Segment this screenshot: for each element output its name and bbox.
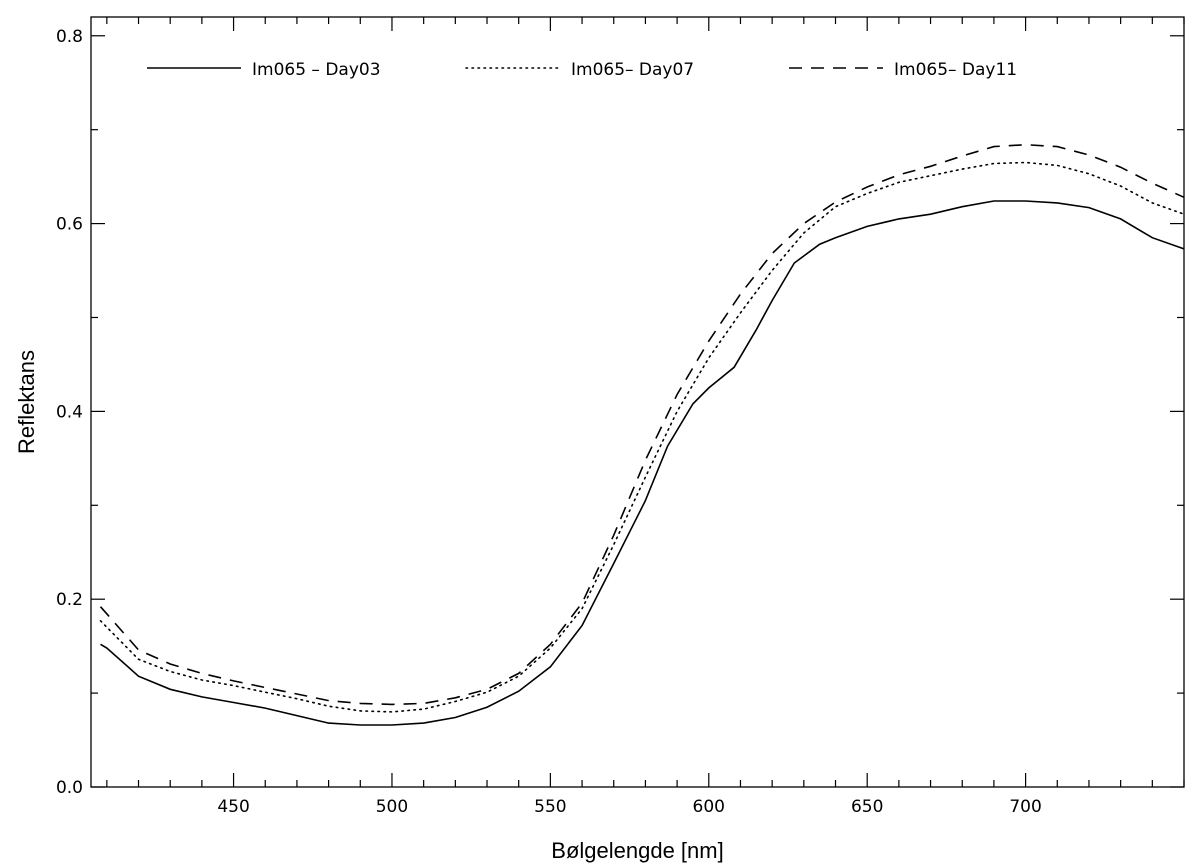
plot-area xyxy=(99,143,1185,726)
plot-frame xyxy=(90,16,1185,788)
legend-label-3: Im065– Day11 xyxy=(894,60,1017,80)
x-tick-label: 450 xyxy=(217,797,249,817)
x-tick-label: 650 xyxy=(851,797,883,817)
legend-label-1: Im065 – Day03 xyxy=(252,60,381,80)
x-tick-label: 500 xyxy=(376,797,408,817)
axes: 450 500 550 600 650 700 0.0 0.2 0.4 0.6 0.8 xyxy=(56,16,1185,817)
y-tick-label: 0.0 xyxy=(56,778,83,798)
legend-label-2: Im065– Day07 xyxy=(571,60,694,80)
series-line-2 xyxy=(99,161,1185,713)
y-tick-label: 0.8 xyxy=(56,27,83,47)
y-tick-label: 0.6 xyxy=(56,215,83,235)
x-axis-title: Bølgelengde [nm] xyxy=(551,838,723,863)
legend: Im065 – Day03 Im065– Day07 Im065– Day11 xyxy=(147,60,1017,80)
y-axis-title: Reflektans xyxy=(14,350,39,454)
series-line-1 xyxy=(100,200,1185,726)
x-tick-label: 550 xyxy=(534,797,566,817)
x-tick-label: 700 xyxy=(1009,797,1041,817)
x-tick-label: 600 xyxy=(693,797,725,817)
series-line-3 xyxy=(99,143,1185,706)
y-tick-label: 0.2 xyxy=(56,590,83,610)
y-tick-label: 0.4 xyxy=(56,402,83,422)
